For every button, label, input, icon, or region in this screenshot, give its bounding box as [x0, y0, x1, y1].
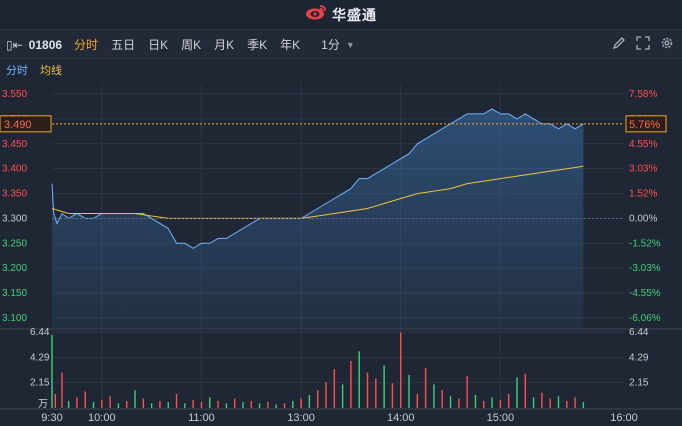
- toolbar-actions: [612, 36, 674, 53]
- price-tick-label: 3.150: [2, 288, 27, 299]
- subtab-intraday[interactable]: 分时: [6, 65, 28, 77]
- price-tick-label: 3.350: [2, 189, 27, 200]
- tab-weekly-k[interactable]: 周K: [181, 38, 202, 52]
- stock-code: 01806: [28, 37, 63, 52]
- price-tick-label: 3.100: [2, 313, 27, 324]
- price-tick-label: 3.550: [2, 89, 27, 100]
- tab-daily-k[interactable]: 日K: [148, 38, 169, 52]
- last-change-box: [625, 115, 667, 133]
- brand-name: 华盛通: [332, 6, 377, 23]
- tab-five-day[interactable]: 五日: [111, 38, 136, 52]
- volume-tick-label-right: 2.15: [629, 378, 649, 389]
- change-tick-label: -3.03%: [629, 263, 661, 274]
- time-tick-label: 11:00: [188, 412, 215, 424]
- title-bar: 华盛通: [0, 0, 682, 30]
- volume-tick-label-right: 6.44: [629, 327, 649, 338]
- avg-price-line: [51, 165, 584, 219]
- time-tick-label: 16:00: [610, 412, 638, 424]
- tab-intraday[interactable]: 分时: [74, 38, 99, 52]
- brand: 华盛通: [305, 4, 377, 25]
- time-tick-label: 15:00: [487, 412, 515, 424]
- last-change-label: 5.76%: [629, 119, 660, 131]
- chevron-down-icon[interactable]: ▼: [345, 39, 355, 50]
- settings-icon[interactable]: [660, 36, 674, 53]
- sub-tabs: 分时 均线: [0, 60, 682, 78]
- price-tick-label: 3.450: [2, 139, 27, 150]
- pen-icon[interactable]: [612, 36, 626, 53]
- price-tick-label: 3.200: [2, 263, 27, 274]
- subtab-avg-line[interactable]: 均线: [40, 65, 62, 77]
- volume-unit-label: 万: [38, 399, 48, 410]
- tab-yearly-k[interactable]: 年K: [280, 38, 301, 52]
- change-tick-label: -1.52%: [629, 238, 661, 249]
- change-tick-label: 4.55%: [629, 139, 657, 150]
- change-tick-label: 1.52%: [629, 189, 657, 200]
- volume-tick-label: 4.29: [30, 352, 50, 363]
- price-tick-label: 3.250: [2, 238, 27, 249]
- change-tick-label: 7.58%: [629, 89, 657, 100]
- time-tick-label: 9:30: [41, 412, 62, 424]
- volume-tick-label: 6.44: [30, 327, 50, 338]
- volume-tick-label-right: 4.29: [629, 352, 649, 363]
- intraday-chart[interactable]: 3.5507.58%3.5006.06%3.4504.55%3.4003.03%…: [0, 78, 682, 426]
- time-tick-label: 14:00: [387, 412, 415, 424]
- price-tick-label: 3.400: [2, 164, 27, 175]
- last-price-label: 3.490: [4, 119, 32, 131]
- expand-icon[interactable]: [636, 36, 650, 53]
- toolbar: ▯⇤ 01806 分时 五日 日K 周K 月K 季K 年K 1分 ▼: [0, 31, 682, 59]
- weibo-logo-icon: [305, 4, 327, 25]
- volume-tick-label: 2.15: [30, 378, 50, 389]
- tab-monthly-k[interactable]: 月K: [214, 38, 235, 52]
- price-tick-label: 3.300: [2, 213, 27, 224]
- change-tick-label: -6.06%: [629, 313, 661, 324]
- time-tick-label: 10:00: [88, 412, 116, 424]
- change-tick-label: 3.03%: [629, 164, 657, 175]
- change-tick-label: -4.55%: [629, 288, 661, 299]
- time-tick-label: 13:00: [287, 412, 315, 424]
- period-select[interactable]: 1分: [321, 38, 340, 52]
- change-tick-label: 0.00%: [629, 213, 657, 224]
- last-price-box: [0, 115, 52, 133]
- bracket-arrow-icon[interactable]: ▯⇤: [6, 37, 23, 52]
- tab-quarterly-k[interactable]: 季K: [247, 38, 268, 52]
